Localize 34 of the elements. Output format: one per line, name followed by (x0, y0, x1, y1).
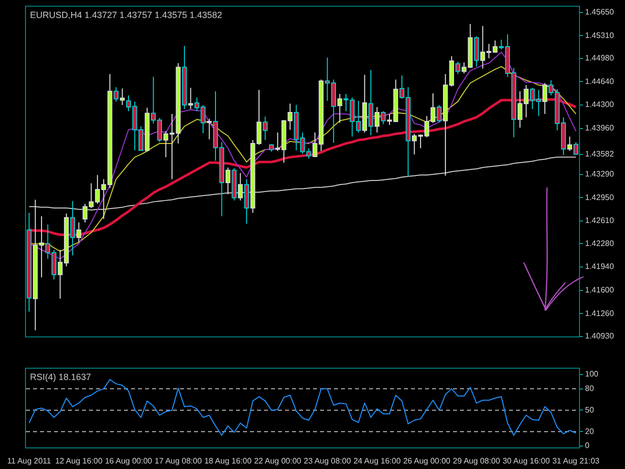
y-tick-label: 1.43582 (585, 150, 614, 158)
y-tick-label: 1.44300 (585, 100, 614, 110)
x-tick-label: 30 Aug 16:00 (502, 456, 550, 466)
x-tick-label: 18 Aug 16:00 (204, 456, 252, 466)
y-tick-label: 80 (585, 384, 594, 394)
y-tick-label: 100 (585, 370, 599, 379)
y-tick-label: 1.42950 (585, 192, 614, 202)
y-tick-label: 1.41260 (585, 308, 614, 318)
x-tick-label: 16 Aug 00:00 (104, 456, 153, 466)
y-tick-label: 50 (585, 405, 594, 414)
y-tick-label: 1.45650 (585, 7, 614, 16)
y-tick-label: 1.42610 (585, 216, 614, 226)
y-tick-label: 1.41940 (585, 262, 614, 272)
x-tick-label: 23 Aug 08:00 (304, 456, 352, 466)
y-tick-label: 1.43960 (585, 124, 614, 133)
x-tick-label: 11 Aug 2011 (7, 456, 52, 466)
chart-title: RSI(4) 18.1637 (30, 372, 92, 382)
y-tick-label: 1.41600 (585, 286, 614, 295)
y-tick-label: 20 (585, 426, 594, 436)
x-tick-label: 22 Aug 00:00 (254, 456, 302, 466)
y-tick-label: 1.44980 (585, 54, 614, 63)
x-tick-label: 29 Aug 08:00 (452, 456, 501, 466)
y-tick-label: 1.44640 (585, 76, 614, 86)
x-tick-label: 31 Aug 21:03 (552, 456, 600, 466)
x-tick-label: 24 Aug 16:00 (353, 456, 402, 466)
y-tick-label: 1.43290 (585, 170, 614, 179)
y-tick-label: 1.40930 (585, 332, 614, 341)
x-tick-label: 12 Aug 16:00 (55, 456, 103, 466)
y-tick-label: 1.45310 (585, 30, 614, 40)
y-tick-label: 0 (585, 441, 590, 450)
y-tick-label: 1.42280 (585, 238, 614, 248)
chart-title: EURUSD,H4 1.43727 1.43757 1.43575 1.43582 (30, 10, 222, 20)
x-tick-label: 26 Aug 00:00 (403, 456, 451, 466)
x-tick-label: 17 Aug 08:00 (154, 456, 202, 466)
